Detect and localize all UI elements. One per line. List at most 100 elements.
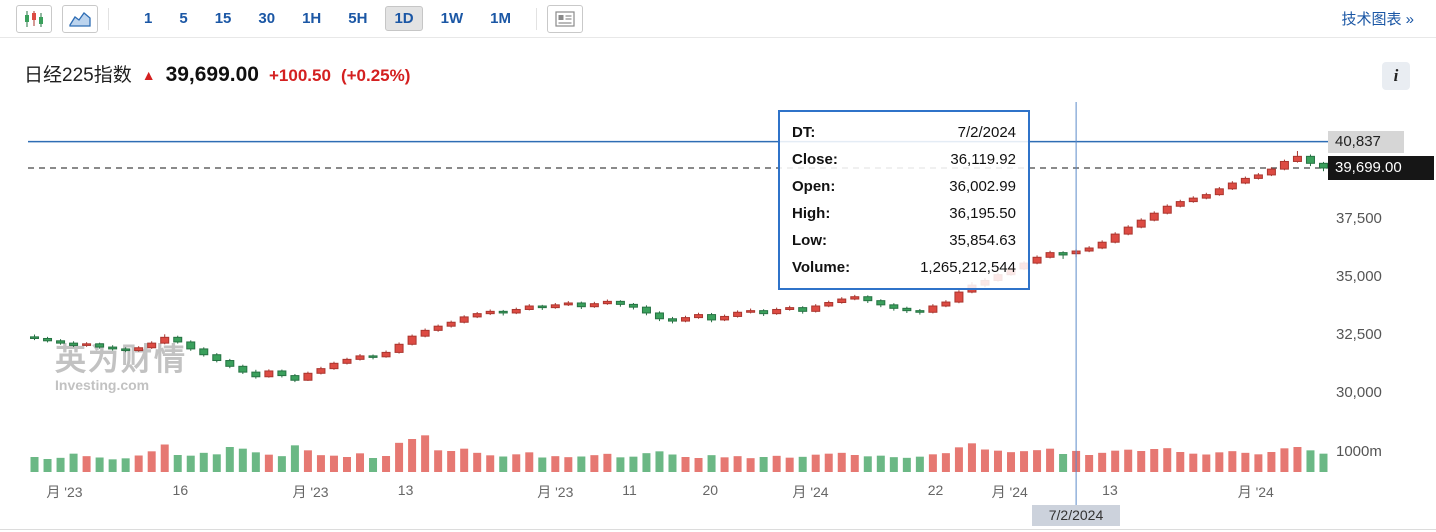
technical-charts-link[interactable]: 技术图表 » [1341,11,1414,28]
volume-bar [486,455,495,472]
watermark-en: Investing.com [55,376,150,393]
candle-body [876,300,886,306]
volume-bar [889,457,898,472]
candle-body [720,315,730,321]
candle-body [1214,188,1224,196]
volume-bar [733,456,742,472]
volume-bar [941,453,950,472]
area-chart-button[interactable] [62,4,98,33]
volume-bar [173,455,182,472]
news-panel-button[interactable] [546,4,583,33]
toolbar-divider [108,7,109,30]
candle-body [407,335,417,345]
candle-body [69,342,79,346]
current-price-axis-label: 39,699.00 [1328,156,1434,180]
candle-body [1188,197,1198,203]
candle-body [1084,247,1094,252]
interval-button-1[interactable]: 1 [135,6,161,31]
x-axis-label: 20 [702,482,719,498]
candle-body [316,368,326,374]
volume-bar [1059,454,1068,472]
volume-bar [1280,448,1289,472]
y-axis-label: 30,000 [1336,384,1382,401]
tooltip-value: 36,195.50 [949,205,1016,222]
candlestick-chart-button[interactable] [16,4,52,33]
instrument-header: 日经225指数 ▲ 39,699.00 +100.50 (+0.25%) [24,60,410,87]
interval-button-5H[interactable]: 5H [339,6,376,31]
x-axis-label: 月 '24 [792,484,829,500]
interval-button-15[interactable]: 15 [206,6,241,31]
ohlc-tooltip: DT: 7/2/2024 Close: 36,119.92 Open: 36,002.99… [778,110,1030,290]
candle-body [446,321,456,327]
candle-body [954,291,964,303]
volume-bar [303,450,312,472]
volume-bar [720,457,729,472]
interval-button-1H[interactable]: 1H [293,6,330,31]
x-axis-label: 13 [1102,482,1118,498]
volume-bar [160,444,169,472]
volume-bar [186,455,195,472]
candle-body [485,310,495,315]
volume-bar [290,445,299,472]
tooltip-label: Volume: [792,259,851,276]
volume-bar [408,439,417,472]
watermark: 英为财情 Investing.com [55,343,187,393]
interval-button-1W[interactable]: 1W [432,6,473,31]
volume-bar [915,456,924,472]
tooltip-label: High: [792,205,831,222]
volume-bar [876,455,885,472]
candle-body [654,312,664,320]
candle-body [225,360,235,367]
tooltip-row: Volume: 1,265,212,544 [792,254,1016,281]
volume-bar [264,454,273,472]
x-axis-label: 月 '23 [292,484,329,500]
candle-body [811,305,821,312]
volume-bar [1267,452,1276,472]
last-price: 39,699.00 [165,63,259,86]
candle-body [524,305,534,310]
interval-button-1M[interactable]: 1M [481,6,520,31]
volume-bar [1254,454,1263,472]
chart-toolbar: 1 5 15 30 1H 5H 1D 1W 1M 技术图表 » [0,0,1436,38]
candle-body [681,317,691,322]
volume-bar [30,457,39,472]
volume-bar [329,455,338,472]
volume-bar [342,457,351,472]
volume-bar [538,457,547,472]
volume-bar [629,456,638,472]
volume-bar [473,452,482,472]
candle-body [928,305,938,313]
volume-bar [1293,447,1302,472]
candle-body [1045,252,1055,258]
candle-body [1266,168,1276,176]
high-price-axis-label: 40,837 [1328,131,1404,153]
x-axis-label: 月 '24 [1237,484,1274,500]
volume-bar [395,442,404,472]
interval-button-5[interactable]: 5 [170,6,196,31]
tooltip-label: Low: [792,232,827,249]
x-axis-label: 22 [927,482,944,498]
candlestick-canvas[interactable] [0,100,1436,512]
volume-bar [993,450,1002,472]
candle-body [1162,205,1172,214]
volume-bar [1163,448,1172,472]
volume-bar [1176,452,1185,472]
candle-body [43,337,53,342]
info-button[interactable]: i [1382,62,1410,90]
crosshair-date-label: 7/2/2024 [1032,505,1120,526]
volume-bar [1189,453,1198,472]
candle-body [277,370,287,377]
tooltip-label: Close: [792,151,838,168]
y-axis-label: 35,000 [1336,268,1382,285]
candle-body [902,307,912,312]
volume-bar [1007,452,1016,472]
interval-button-1D[interactable]: 1D [385,6,423,31]
volume-bar [1020,451,1029,472]
candle-body [785,307,795,310]
interval-button-30[interactable]: 30 [249,6,284,31]
candle-body [589,303,599,308]
x-axis-label: 11 [622,482,637,498]
volume-bar [1319,453,1328,472]
x-axis-label: 月 '24 [991,484,1028,500]
volume-bar [564,457,573,472]
